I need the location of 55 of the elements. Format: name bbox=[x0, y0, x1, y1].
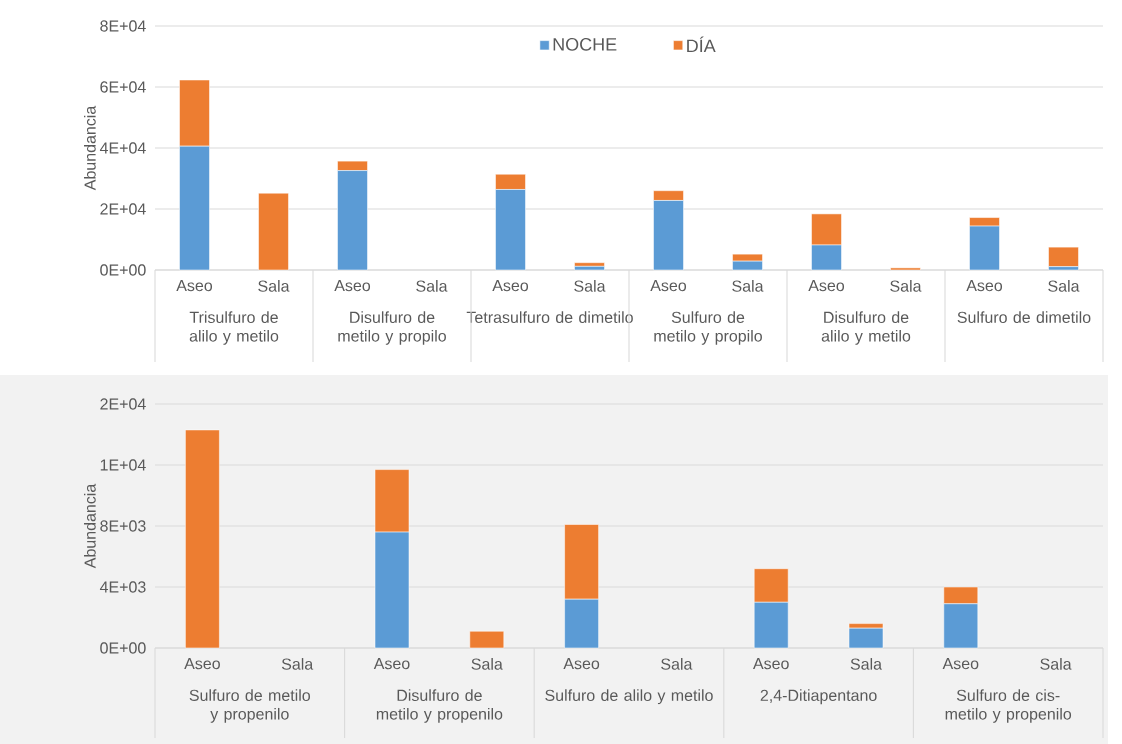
bar bbox=[469, 630, 505, 649]
x-tick-label: Aseo bbox=[650, 280, 687, 292]
x-tick-label: Sala bbox=[661, 658, 693, 670]
y-tick-label: 1E+04 bbox=[100, 459, 146, 471]
y-tick-label: 6E+04 bbox=[100, 81, 146, 93]
y-tick-label: 0E+00 bbox=[100, 642, 146, 654]
y-tick-label: 8E+03 bbox=[100, 520, 146, 532]
text: Sulfuro de dimetilo bbox=[957, 311, 1091, 324]
x-tick-label: Sala bbox=[850, 658, 882, 670]
y-axis-title: Abundancia bbox=[84, 483, 96, 569]
text: Disulfuro de alilo y metilo bbox=[821, 311, 911, 345]
bar bbox=[848, 627, 884, 649]
x-tick-label: Sala bbox=[732, 280, 764, 292]
text: Sulfuro de metilo y propenilo bbox=[189, 689, 311, 723]
x-tick-label: Aseo bbox=[492, 280, 529, 292]
bar bbox=[890, 267, 921, 271]
text: Sulfuro de metilo y propilo bbox=[654, 311, 762, 345]
text: 2,4-Ditiapentano bbox=[760, 689, 877, 705]
x-tick-label: Aseo bbox=[808, 280, 845, 292]
legend-label: NOCHE bbox=[553, 38, 617, 51]
text: Disulfuro de metilo y propenilo bbox=[376, 689, 503, 723]
legend-label: DÍA bbox=[687, 36, 716, 53]
y-tick-label: 4E+04 bbox=[99, 142, 146, 154]
x-tick-label: Sala bbox=[471, 658, 503, 670]
x-tick-label: Sala bbox=[281, 658, 314, 670]
text: Disulfuro de metilo y propilo bbox=[338, 311, 446, 345]
x-tick-label: Aseo bbox=[942, 658, 979, 670]
x-tick-label: Sala bbox=[416, 280, 448, 292]
x-tick-label: Sala bbox=[574, 280, 606, 292]
x-tick-label: Sala bbox=[890, 280, 922, 292]
y-tick-label: 4E+03 bbox=[99, 581, 146, 593]
y-tick-label: 2E+04 bbox=[100, 203, 146, 215]
x-tick-label: Aseo bbox=[334, 280, 371, 292]
x-tick-label: Aseo bbox=[373, 658, 410, 670]
y-tick-label: 8E+04 bbox=[100, 20, 146, 32]
x-tick-label: Aseo bbox=[752, 658, 789, 670]
x-tick-label: Aseo bbox=[966, 280, 1003, 292]
x-tick-label: Sala bbox=[1040, 658, 1072, 670]
bar bbox=[574, 266, 605, 271]
bar bbox=[185, 429, 220, 649]
x-tick-label: Aseo bbox=[176, 280, 213, 292]
y-axis-title: Abundancia bbox=[84, 105, 96, 191]
y-tick-label: 2E+04 bbox=[100, 398, 146, 410]
text: Trisulfuro de alilo y metilo bbox=[189, 311, 279, 345]
text: Sulfuro de cis-metilo y propenilo bbox=[945, 689, 1072, 723]
text: Tetrasulfuro de dimetilo bbox=[466, 311, 633, 324]
x-tick-label: Aseo bbox=[184, 658, 220, 670]
bar bbox=[258, 192, 289, 271]
x-tick-label: Sala bbox=[258, 280, 290, 292]
x-tick-label: Sala bbox=[1048, 280, 1080, 292]
y-tick-label: 0E+00 bbox=[100, 264, 146, 276]
text: Sulfuro de alilo y metilo bbox=[545, 689, 713, 705]
bar bbox=[1048, 246, 1079, 267]
x-tick-label: Aseo bbox=[563, 658, 600, 670]
bar bbox=[574, 262, 605, 267]
